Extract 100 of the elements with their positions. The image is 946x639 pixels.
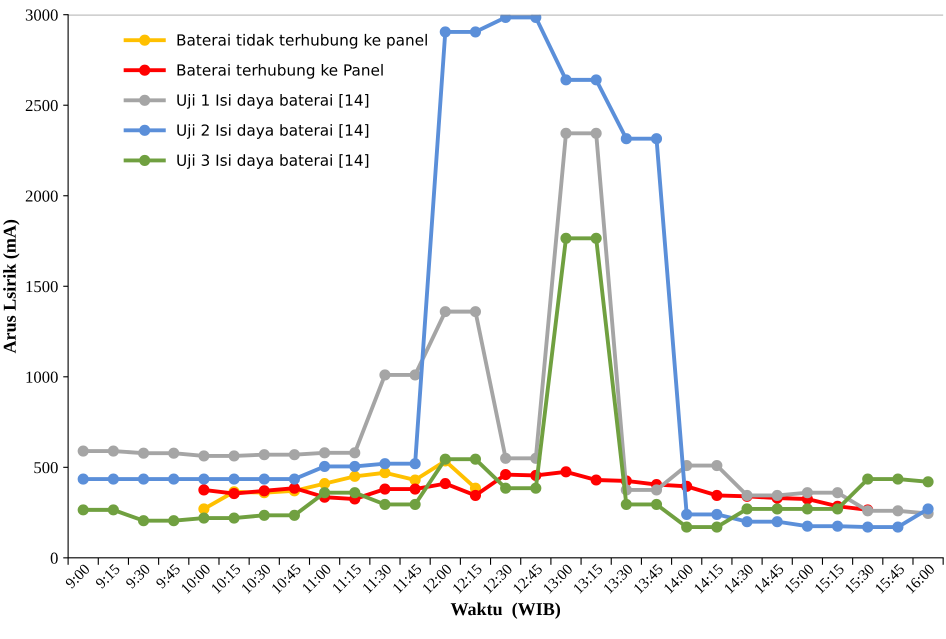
y-tick-label: 0 (50, 552, 58, 564)
point (168, 448, 180, 459)
point (108, 445, 119, 457)
x-tick-label: 9:30 (125, 563, 151, 590)
point (349, 487, 360, 498)
point (78, 474, 89, 485)
point (590, 128, 602, 139)
point (228, 450, 240, 462)
point (198, 450, 210, 462)
y-tick-label: 1500 (26, 280, 58, 292)
point (832, 503, 844, 515)
point (379, 369, 390, 381)
point (258, 510, 270, 521)
point (168, 515, 180, 526)
point (288, 449, 300, 460)
point (410, 483, 421, 495)
point (168, 474, 180, 485)
point (288, 482, 300, 494)
point (560, 74, 572, 86)
point (440, 478, 451, 490)
legend-label: Baterai tidak terhubung ke panel (178, 34, 427, 49)
point (590, 474, 602, 486)
point (379, 467, 390, 478)
point (500, 452, 512, 464)
point (741, 516, 753, 528)
point (530, 14, 542, 23)
legend-label: Uji 1 Isi daya baterai [14] (177, 94, 368, 109)
point (802, 520, 813, 532)
point (138, 448, 150, 459)
y-tick-label: 3000 (26, 9, 58, 21)
point (500, 469, 512, 480)
point (138, 474, 150, 485)
point (258, 449, 270, 460)
point (470, 26, 482, 38)
point (560, 128, 572, 139)
point (319, 460, 330, 472)
point (590, 232, 602, 244)
point (379, 458, 390, 470)
point (198, 503, 210, 515)
point (349, 470, 360, 482)
point (862, 522, 874, 533)
point (922, 503, 934, 515)
point (711, 460, 722, 472)
point (711, 508, 722, 520)
point (198, 484, 210, 496)
point (590, 74, 602, 86)
y-tick-label: 2000 (26, 190, 58, 202)
point (560, 232, 572, 244)
point (440, 26, 451, 38)
point (892, 474, 904, 485)
y-tick-label: 1000 (26, 371, 58, 383)
point (470, 454, 482, 465)
point (349, 460, 360, 472)
point (772, 503, 783, 515)
point (379, 483, 390, 495)
point (78, 445, 89, 457)
point (741, 503, 753, 515)
point (440, 306, 451, 318)
point (620, 498, 632, 510)
x-tick-label: 9:00 (64, 563, 90, 590)
point (108, 474, 119, 485)
point (379, 498, 390, 510)
point (772, 516, 783, 528)
point (681, 522, 692, 533)
point (198, 512, 210, 524)
point (650, 484, 662, 496)
point (108, 504, 119, 516)
point (650, 498, 662, 510)
point (711, 522, 722, 533)
point (802, 487, 813, 498)
legend-label: Uji 2 Isi daya baterai [14] (177, 124, 368, 139)
point (500, 482, 512, 494)
y-axis-title: Arus Lsirik (mA) (3, 220, 20, 354)
point (288, 474, 300, 485)
point (530, 482, 542, 494)
point (228, 512, 240, 524)
point (258, 474, 270, 485)
x-tick-label: 9:45 (155, 563, 181, 590)
point (922, 476, 934, 488)
point (560, 466, 572, 478)
point (772, 490, 783, 501)
point (138, 515, 150, 526)
point (78, 504, 89, 516)
x-tick-label: 9:15 (94, 563, 121, 590)
point (500, 14, 512, 23)
point (892, 505, 904, 516)
legend-label: Baterai terhubung ke Panel (178, 64, 383, 79)
point (681, 508, 692, 520)
point (410, 474, 421, 486)
point (892, 522, 904, 533)
point (288, 510, 300, 521)
point (470, 306, 482, 318)
point (802, 503, 813, 515)
point (198, 474, 210, 485)
point (319, 478, 330, 490)
point (319, 487, 330, 498)
point (410, 458, 421, 470)
point (862, 474, 874, 485)
point (832, 520, 844, 532)
point (832, 487, 844, 498)
